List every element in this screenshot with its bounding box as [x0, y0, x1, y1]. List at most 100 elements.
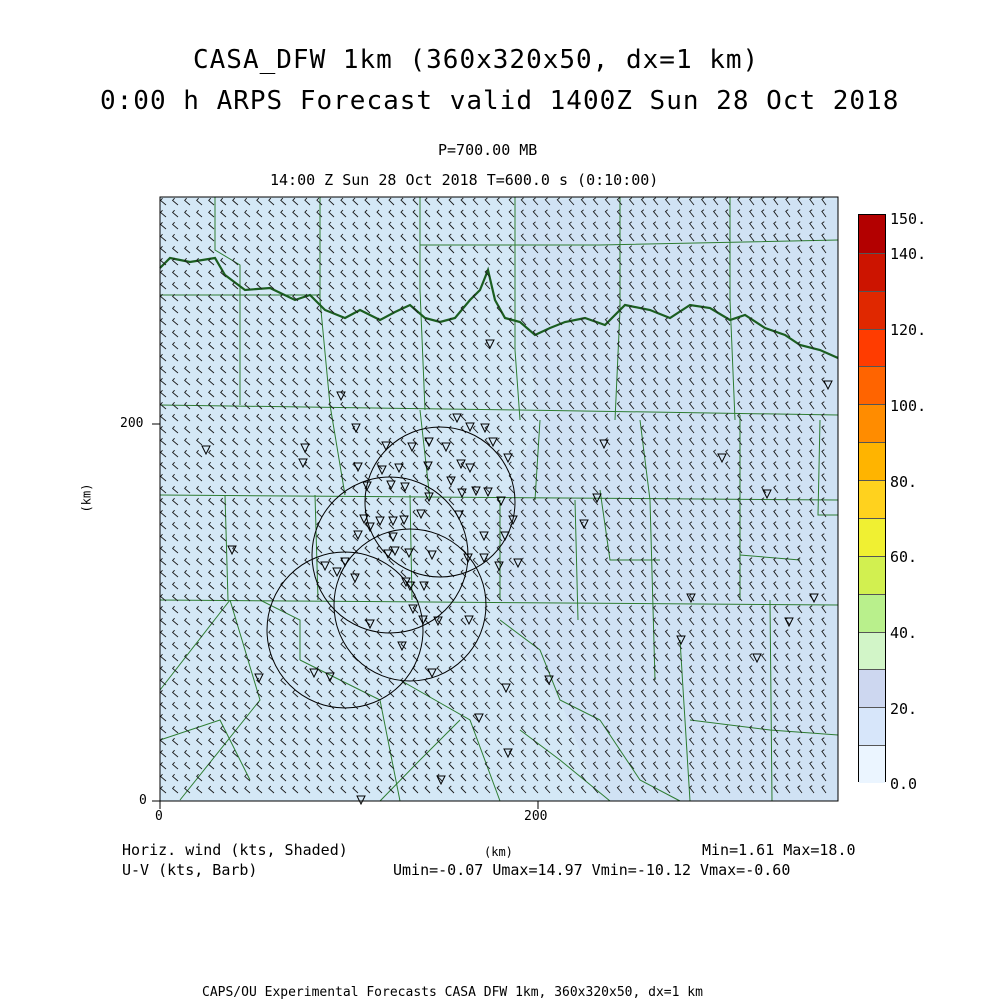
wind-barb [797, 689, 803, 698]
wind-barb [640, 257, 647, 266]
wind-barb [797, 629, 803, 638]
wind-barb [688, 233, 695, 242]
wind-barb [159, 569, 167, 578]
wind-barb [761, 413, 767, 422]
wind-barb [652, 569, 659, 578]
wind-barb [809, 293, 815, 302]
wind-barb [785, 257, 791, 266]
wind-barb [400, 329, 407, 338]
wind-barb [364, 641, 371, 650]
wind-barb [196, 761, 203, 770]
wind-barb [292, 341, 299, 350]
wind-barb [568, 653, 575, 662]
wind-barb [773, 269, 779, 278]
wind-barb [364, 605, 371, 614]
wind-barb [700, 281, 707, 290]
wind-barb [244, 725, 251, 734]
wind-barb [749, 689, 755, 698]
wind-barb [364, 209, 371, 218]
wind-barb [520, 389, 527, 398]
wind-barb [400, 593, 407, 602]
wind-barb [556, 749, 563, 758]
wind-barb [244, 485, 251, 494]
wind-barb [821, 677, 827, 686]
wind-barb [208, 557, 215, 566]
wind-barb [725, 521, 731, 530]
wind-barb [761, 485, 767, 494]
wind-barb [737, 425, 743, 434]
wind-barb [496, 365, 503, 374]
wind-barb [688, 485, 695, 494]
wind-barb [484, 677, 491, 686]
wind-barb [604, 329, 611, 338]
wind-barb [184, 605, 191, 614]
wind-barb [208, 581, 215, 590]
wind-barb [171, 425, 179, 434]
wind-barb [761, 437, 767, 446]
wind-barb [628, 689, 635, 698]
wind-barb [244, 305, 251, 314]
wind-barb [604, 449, 611, 458]
wind-barb [749, 641, 755, 650]
wind-barb [797, 749, 803, 758]
wind-barb [328, 305, 335, 314]
wind-barb [652, 389, 659, 398]
wind-barb [220, 617, 227, 626]
wind-barb [520, 509, 527, 518]
wind-barb [676, 329, 683, 338]
wind-barb [688, 725, 695, 734]
wind-barb [508, 545, 515, 554]
wind-barb [460, 677, 467, 686]
wind-barb [712, 317, 719, 326]
wind-barb [592, 533, 599, 542]
wind-barb [712, 293, 719, 302]
station-marker [488, 437, 498, 448]
wind-barb [652, 773, 659, 782]
wind-barb [159, 269, 167, 278]
wind-barb [352, 413, 359, 422]
wind-barb [628, 665, 635, 674]
wind-barb [676, 569, 683, 578]
wind-barb [640, 221, 647, 230]
wind-barb [159, 629, 167, 638]
wind-barb [184, 545, 191, 554]
wind-barb [340, 665, 347, 674]
wind-barb [328, 317, 335, 326]
wind-barb [268, 365, 275, 374]
wind-barb [785, 629, 791, 638]
wind-barb [496, 437, 503, 446]
wind-barb [352, 209, 359, 218]
wind-barb [436, 473, 443, 482]
wind-barb [256, 257, 263, 266]
wind-barb [244, 317, 251, 326]
wind-barb [232, 209, 239, 218]
colorbar-label: 140. [890, 245, 927, 263]
wind-barb [580, 281, 587, 290]
wind-barb [184, 773, 191, 782]
wind-barb [556, 737, 563, 746]
wind-barb [508, 509, 515, 518]
wind-barb [688, 533, 695, 542]
wind-barb [280, 617, 287, 626]
wind-barb [364, 677, 371, 686]
wind-barb [424, 773, 431, 782]
wind-barb [652, 329, 659, 338]
wind-barb [496, 629, 503, 638]
wind-barb [604, 689, 611, 698]
station-marker [500, 531, 510, 542]
wind-barb [568, 461, 575, 470]
wind-barb [616, 293, 623, 302]
wind-barb [556, 713, 563, 722]
wind-barb [761, 629, 767, 638]
wind-barb [316, 449, 323, 458]
wind-barb [484, 737, 491, 746]
wind-barb [520, 197, 527, 206]
radar-ring-4 [266, 551, 424, 709]
wind-barb [532, 689, 539, 698]
wind-barb [580, 725, 587, 734]
wind-barb [712, 593, 719, 602]
wind-barb [773, 785, 779, 794]
colorbar [858, 214, 886, 783]
wind-barb [376, 293, 383, 302]
wind-barb [376, 593, 383, 602]
